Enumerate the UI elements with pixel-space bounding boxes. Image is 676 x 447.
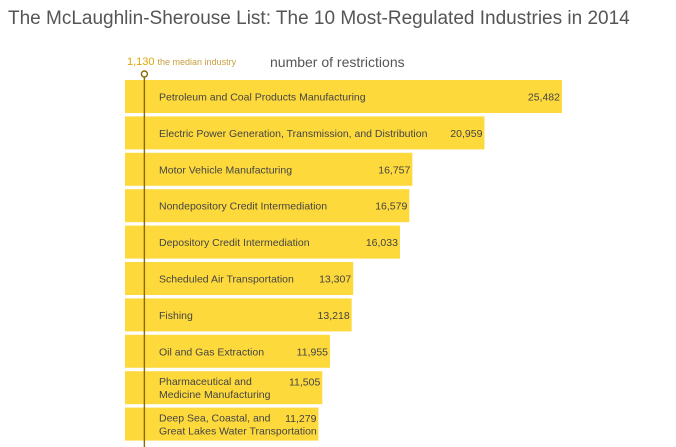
bar <box>125 298 352 332</box>
bar <box>125 152 413 186</box>
category-label: Oil and Gas Extraction <box>159 346 264 358</box>
bar <box>125 371 323 405</box>
bar <box>125 225 400 259</box>
category-label: Deep Sea, Coastal, and <box>159 413 271 425</box>
value-label: 25,482 <box>528 92 560 104</box>
bar <box>125 262 354 295</box>
bar <box>125 407 319 441</box>
value-label: 16,033 <box>366 237 398 249</box>
bar <box>125 116 485 150</box>
value-label: 16,757 <box>378 164 410 176</box>
category-label: Great Lakes Water Transportation <box>159 426 317 438</box>
category-label: Scheduled Air Transportation <box>159 274 294 286</box>
value-label: 11,505 <box>289 377 320 389</box>
value-label: 20,959 <box>450 128 482 140</box>
median-value: 1,130 <box>127 56 155 68</box>
category-label: Fishing <box>159 310 193 322</box>
bar <box>125 189 410 223</box>
axis-label: number of restrictions <box>270 54 405 70</box>
category-label: Motor Vehicle Manufacturing <box>159 164 292 176</box>
value-label: 11,279 <box>285 413 316 425</box>
value-label: 16,579 <box>375 201 407 213</box>
median-text: the median industry <box>157 57 237 67</box>
category-label: Pharmaceutical and <box>159 376 252 388</box>
median-marker <box>140 70 149 78</box>
value-label: 13,218 <box>318 310 350 322</box>
category-label: Depository Credit Intermediation <box>159 237 310 249</box>
category-label: Electric Power Generation, Transmission,… <box>159 128 428 140</box>
median-label: 1,130 the median industry <box>127 56 236 68</box>
bar <box>125 80 562 113</box>
bar <box>125 334 331 368</box>
value-label: 11,955 <box>297 346 328 358</box>
chart-title: The McLaughlin-Sherouse List: The 10 Mos… <box>8 8 630 29</box>
value-label: 13,307 <box>319 274 351 286</box>
category-label: Petroleum and Coal Products Manufacturin… <box>159 92 366 104</box>
category-label: Medicine Manufacturing <box>159 389 271 401</box>
category-label: Nondepository Credit Intermediation <box>159 201 327 213</box>
